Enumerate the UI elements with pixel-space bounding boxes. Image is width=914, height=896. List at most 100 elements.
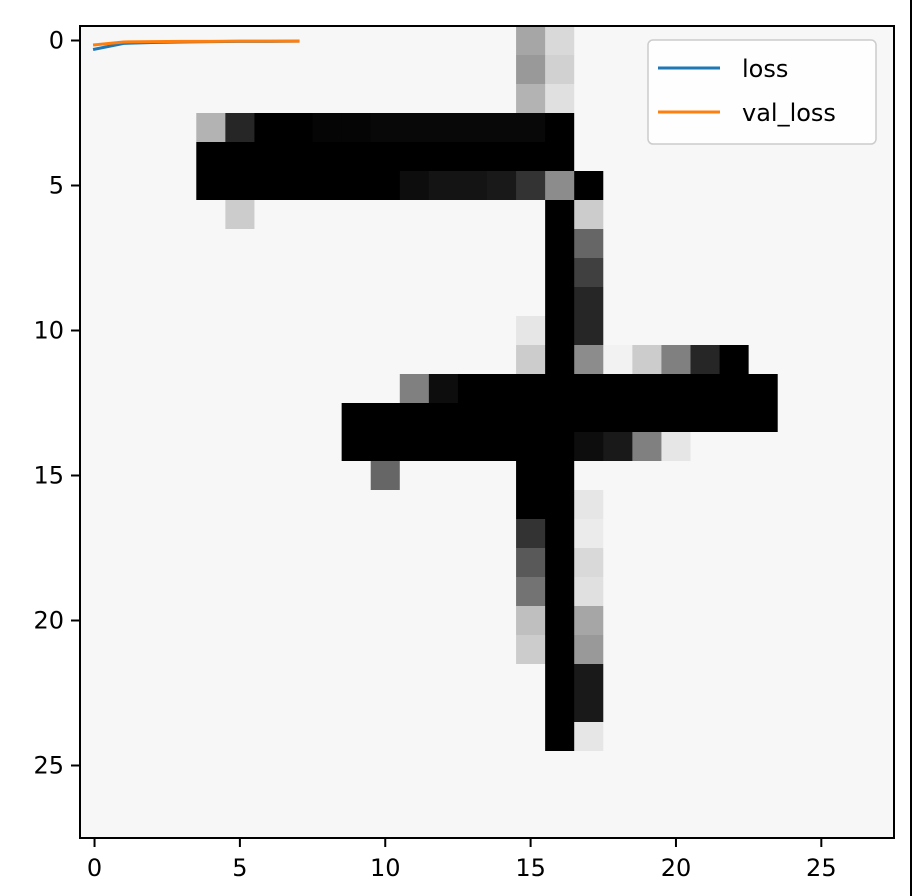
heatmap-cell <box>632 171 663 201</box>
heatmap-cell <box>312 113 343 143</box>
heatmap-cell <box>574 84 604 114</box>
heatmap-cell <box>399 519 430 549</box>
heatmap-cell <box>167 461 197 491</box>
heatmap-cell <box>603 722 633 752</box>
heatmap-cell <box>516 577 546 607</box>
heatmap-cell <box>283 142 314 172</box>
heatmap-cell <box>254 258 285 288</box>
heatmap-cell <box>806 606 837 636</box>
heatmap-cell <box>80 26 110 56</box>
heatmap-cell <box>487 171 517 201</box>
heatmap-cell <box>283 316 314 346</box>
heatmap-cell <box>370 548 401 578</box>
heatmap-cell <box>719 258 750 288</box>
heatmap-cell <box>254 200 285 230</box>
heatmap-cell <box>428 403 459 433</box>
heatmap-cell <box>690 229 721 259</box>
heatmap-cell <box>603 142 633 172</box>
heatmap-cell <box>138 780 168 810</box>
heatmap-cell <box>661 490 692 520</box>
heatmap-cell <box>574 519 604 549</box>
heatmap-cell <box>661 432 692 462</box>
heatmap-cell <box>632 548 663 578</box>
heatmap-cell <box>777 345 808 375</box>
heatmap-cell <box>196 751 226 781</box>
heatmap-cells <box>80 26 895 839</box>
heatmap-cell <box>428 461 459 491</box>
heatmap-cell <box>254 55 285 85</box>
heatmap-cell <box>487 693 517 723</box>
heatmap-cell <box>719 316 750 346</box>
heatmap-cell <box>399 432 430 462</box>
heatmap-cell <box>399 809 430 839</box>
heatmap-cell <box>661 519 692 549</box>
heatmap-cell <box>864 200 895 230</box>
heatmap-cell <box>254 374 285 404</box>
heatmap-cell <box>399 403 430 433</box>
heatmap-cell <box>138 258 168 288</box>
heatmap-cell <box>283 229 314 259</box>
heatmap-cell <box>196 577 226 607</box>
y-tick-label: 25 <box>33 752 64 780</box>
heatmap-cell <box>109 113 139 143</box>
heatmap-cell <box>428 200 459 230</box>
heatmap-cell <box>225 345 256 375</box>
heatmap-cell <box>719 722 750 752</box>
heatmap-cell <box>835 780 866 810</box>
heatmap-cell <box>457 519 488 549</box>
heatmap-cell <box>632 751 663 781</box>
heatmap-cell <box>196 519 226 549</box>
heatmap-cell <box>254 345 285 375</box>
heatmap-cell <box>516 142 546 172</box>
heatmap-cell <box>341 171 372 201</box>
heatmap-cell <box>748 345 779 375</box>
heatmap-cell <box>138 635 168 665</box>
heatmap-cell <box>80 171 110 201</box>
heatmap-cell <box>690 635 721 665</box>
heatmap-cell <box>603 577 633 607</box>
heatmap-cell <box>283 374 314 404</box>
heatmap-cell <box>690 519 721 549</box>
heatmap-cell <box>167 577 197 607</box>
heatmap-cell <box>835 693 866 723</box>
heatmap-cell <box>632 664 663 694</box>
heatmap-cell <box>428 751 459 781</box>
heatmap-cell <box>428 519 459 549</box>
heatmap-cell <box>196 722 226 752</box>
heatmap-cell <box>777 635 808 665</box>
heatmap-cell <box>835 287 866 317</box>
heatmap-cell <box>516 345 546 375</box>
heatmap-cell <box>399 780 430 810</box>
heatmap-cell <box>806 258 837 288</box>
heatmap-cell <box>370 287 401 317</box>
heatmap-cell <box>603 490 633 520</box>
heatmap-cell <box>516 780 546 810</box>
heatmap-cell <box>661 403 692 433</box>
heatmap-cell <box>167 780 197 810</box>
heatmap-cell <box>312 635 343 665</box>
heatmap-cell <box>690 403 721 433</box>
x-tick-label: 10 <box>370 854 401 882</box>
heatmap-cell <box>428 548 459 578</box>
heatmap-cell <box>748 142 779 172</box>
heatmap-cell <box>196 809 226 839</box>
heatmap-cell <box>341 229 372 259</box>
heatmap-cell <box>864 606 895 636</box>
heatmap-cell <box>225 200 256 230</box>
heatmap-cell <box>574 258 604 288</box>
heatmap-cell <box>167 316 197 346</box>
heatmap-cell <box>138 287 168 317</box>
heatmap-cell <box>487 258 517 288</box>
heatmap-cell <box>312 722 343 752</box>
heatmap-cell <box>196 432 226 462</box>
heatmap-cell <box>167 55 197 85</box>
heatmap-cell <box>574 664 604 694</box>
heatmap-cell <box>167 287 197 317</box>
heatmap-cell <box>312 258 343 288</box>
heatmap-cell <box>196 374 226 404</box>
heatmap-cell <box>370 606 401 636</box>
heatmap-cell <box>341 461 372 491</box>
heatmap-cell <box>167 548 197 578</box>
heatmap-cell <box>80 345 110 375</box>
heatmap-cell <box>225 809 256 839</box>
